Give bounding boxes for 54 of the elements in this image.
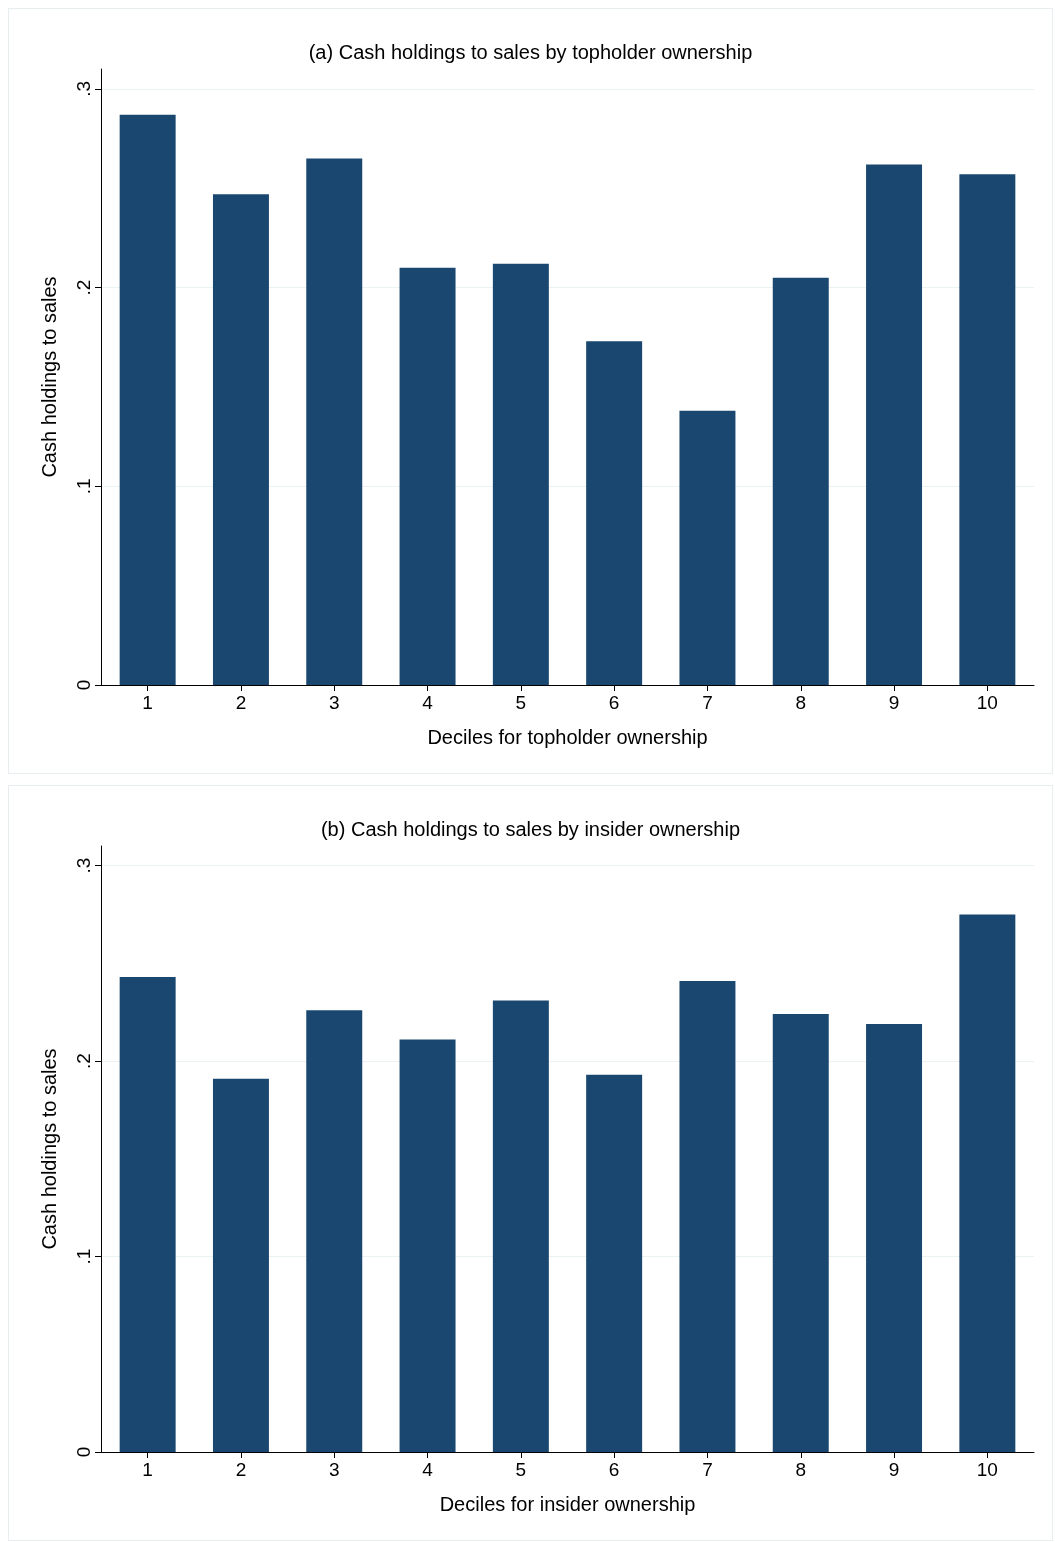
bar	[212, 1078, 269, 1452]
bar	[399, 1039, 456, 1452]
y-tick-label: 0	[73, 679, 94, 691]
bar	[119, 976, 176, 1452]
x-tick-label: 7	[702, 1459, 713, 1480]
x-tick-label: 10	[976, 1459, 998, 1480]
y-tick-label: .2	[73, 1053, 94, 1069]
x-tick-label: 6	[608, 1459, 620, 1480]
x-tick-label: 2	[235, 692, 247, 713]
y-axis-title: Cash holdings to sales	[38, 276, 60, 478]
y-tick-label: .2	[73, 279, 94, 296]
bar	[399, 267, 456, 685]
y-tick-label: .1	[73, 1248, 94, 1265]
y-tick-label: .1	[73, 478, 94, 495]
bar	[586, 341, 643, 685]
bar	[492, 1000, 549, 1452]
bar	[586, 1074, 643, 1452]
x-tick-label: 3	[328, 692, 340, 713]
bar	[772, 277, 829, 685]
x-axis-title: Deciles for topholder ownership	[427, 726, 708, 748]
x-tick-label: 1	[142, 692, 153, 713]
x-tick-label: 4	[422, 1459, 434, 1480]
x-tick-label: 4	[422, 692, 434, 713]
bar	[119, 114, 176, 685]
y-tick-label: .3	[73, 857, 94, 874]
bar	[306, 1010, 363, 1452]
bar	[772, 1014, 829, 1452]
bar	[959, 914, 1016, 1452]
x-tick-label: 10	[976, 692, 998, 713]
bar	[679, 980, 736, 1452]
bar	[306, 158, 363, 685]
bar	[492, 263, 549, 685]
x-tick-label: 7	[702, 692, 713, 713]
y-tick-label: 0	[73, 1446, 94, 1458]
x-tick-label: 2	[235, 1459, 247, 1480]
x-tick-label: 8	[795, 692, 807, 713]
x-tick-label: 1	[142, 1459, 153, 1480]
bar	[866, 1023, 923, 1452]
x-tick-label: 6	[608, 692, 620, 713]
bar	[212, 194, 269, 685]
x-tick-label: 3	[328, 1459, 340, 1480]
x-axis-title: Deciles for insider ownership	[439, 1493, 696, 1515]
y-tick-label: .3	[73, 80, 94, 97]
bar	[959, 174, 1016, 685]
bar	[679, 410, 736, 685]
x-tick-label: 8	[795, 1459, 807, 1480]
x-tick-label: 9	[888, 692, 900, 713]
bar	[866, 164, 923, 685]
chart-title: (b) Cash holdings to sales by insider ownership	[320, 818, 741, 840]
x-tick-label: 5	[515, 692, 527, 713]
y-axis-title: Cash holdings to sales	[38, 1048, 60, 1250]
chart-title: (a) Cash holdings to sales by topholder ownership	[308, 41, 753, 63]
x-tick-label: 9	[888, 1459, 900, 1480]
x-tick-label: 5	[515, 1459, 527, 1480]
